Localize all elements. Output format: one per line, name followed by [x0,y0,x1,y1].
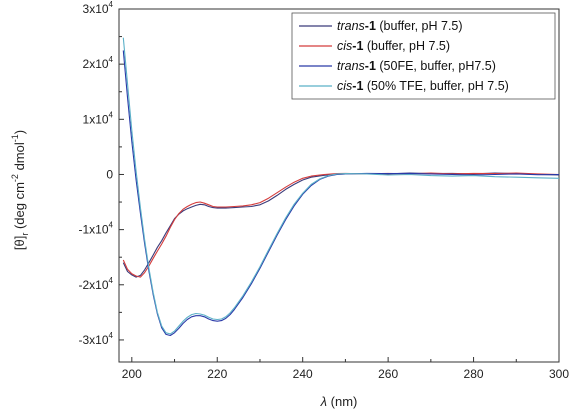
series-line-3 [122,37,560,335]
legend-italic: trans [337,59,365,73]
legend-entry: trans-1 (buffer, pH 7.5) [299,19,463,33]
x-tick-label: 240 [293,367,313,381]
legend-italic: cis [337,79,352,93]
x-tick-label: 200 [122,367,142,381]
legend-italic: cis [337,39,352,53]
y-tick-label: 3x104 [83,0,114,16]
y-axis-unit-open: (deg cm [12,182,27,233]
x-tick-label: 300 [549,367,569,381]
legend-box [291,12,556,100]
y-tick-label: -1x104 [79,221,114,237]
y-axis-title: [θ]r (deg cm-2 dmol-1) [10,130,30,250]
legend-rest: (buffer, pH 7.5) [363,39,450,53]
y-tick-label: -2x104 [79,276,114,292]
legend-entry: cis-1 (buffer, pH 7.5) [299,39,450,53]
y-tick-label: 0 [106,167,113,181]
legend-italic: trans [337,19,365,33]
legend-label: trans-1 (buffer, pH 7.5) [337,19,463,33]
legend-rest: (50FE, buffer, pH7.5) [376,59,496,73]
x-tick-label: 280 [464,367,484,381]
x-tick-label: 220 [207,367,227,381]
x-axis-title: λ (nm) [320,394,358,409]
legend-label: trans-1 (50FE, buffer, pH7.5) [337,59,496,73]
legend-bold: -1 [365,59,376,73]
legend-entry: trans-1 (50FE, buffer, pH7.5) [299,59,496,73]
legend-rest: (50% TFE, buffer, pH 7.5) [363,79,508,93]
legend-rest: (buffer, pH 7.5) [376,19,463,33]
y-tick-label: 1x104 [83,110,114,126]
y-tick-label: 2x104 [83,55,114,71]
y-axis-theta: [θ] [12,236,27,250]
y-tick-label: -3x104 [79,331,114,347]
x-tick-label: 260 [378,367,398,381]
y-axis-exp1: -2 [10,174,20,182]
series-layer [122,37,560,337]
y-axis-mid: dmol [12,142,27,174]
legend-bold: -1 [352,39,363,53]
legend-label: cis-1 (buffer, pH 7.5) [337,39,450,53]
legend-bold: -1 [352,79,363,93]
legend-label: cis-1 (50% TFE, buffer, pH 7.5) [337,79,509,93]
ticks-layer: 200 220 240 260 280 300 3x104 2x104 1x104 0 -1x104… [79,0,570,381]
y-axis-sub: r [20,233,30,236]
x-axis-symbol: λ [320,394,327,409]
y-axis-close: ) [12,130,27,134]
x-axis-unit: (nm) [327,394,357,409]
legend: trans-1 (buffer, pH 7.5) cis-1 (buffer, … [291,12,556,100]
legend-bold: -1 [365,19,376,33]
legend-entry: cis-1 (50% TFE, buffer, pH 7.5) [299,79,509,93]
y-axis-exp2: -1 [10,134,20,142]
